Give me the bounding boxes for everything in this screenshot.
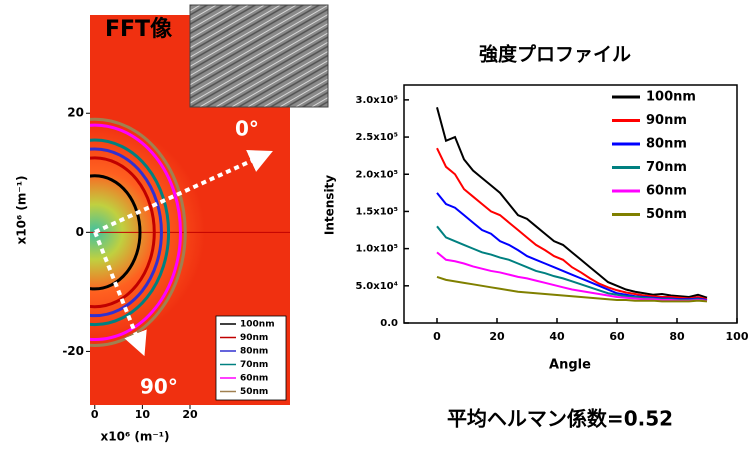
line xyxy=(436,107,708,299)
y-tick-label: 20 xyxy=(67,106,84,120)
y-tick-label: 1.5x10⁵ xyxy=(356,206,398,217)
legend-label: 70nm xyxy=(646,160,687,175)
legend-label: 50nm xyxy=(240,387,268,397)
x-tick-label: 80 xyxy=(669,330,685,343)
arrow-0deg xyxy=(94,150,273,234)
y-axis-label: Intensity xyxy=(323,175,337,235)
chart-title: 強度プロファイル xyxy=(479,43,631,66)
hermans-note: 平均ヘルマン係数=0.52 xyxy=(447,407,673,431)
x-tick-label: 20 xyxy=(489,330,505,343)
legend-label: 100nm xyxy=(646,90,696,105)
y-tick-label: 0.0 xyxy=(380,318,398,329)
x-tick-label: 10 xyxy=(135,408,151,421)
x-axis-label: x10⁶ (m⁻¹) xyxy=(101,430,170,444)
legend-label: 80nm xyxy=(240,347,268,357)
ring xyxy=(90,174,142,291)
x-tick-label: 60 xyxy=(609,330,625,343)
legend-label: 70nm xyxy=(240,360,268,370)
legend-label: 100nm xyxy=(240,320,275,330)
y-tick-label: -20 xyxy=(62,344,84,358)
x-tick-label: 40 xyxy=(549,330,565,343)
legend-label: 60nm xyxy=(240,374,268,384)
x-tick-label: 0 xyxy=(433,330,441,343)
y-tick-label: 2.5x10⁵ xyxy=(356,132,398,143)
plot-frame xyxy=(403,84,738,324)
angle-label: 90° xyxy=(140,375,178,399)
sem-inset xyxy=(189,4,329,108)
ring xyxy=(90,123,182,341)
line xyxy=(436,147,708,301)
y-tick-label: 3.0x10⁵ xyxy=(356,95,398,106)
legend-label: 50nm xyxy=(646,207,687,222)
ring xyxy=(90,117,187,347)
angle-label: 0° xyxy=(235,117,259,141)
x-axis-label: Angle xyxy=(549,358,591,373)
y-tick-label: 1.0x10⁵ xyxy=(356,244,398,255)
y-tick-label: 5.0x10⁴ xyxy=(356,281,398,292)
y-axis-label: x10⁶ (m⁻¹) xyxy=(15,176,29,245)
fft-title: FFT像 xyxy=(105,16,173,42)
line xyxy=(436,275,708,303)
y-tick-label: 2.0x10⁵ xyxy=(356,169,398,180)
line xyxy=(436,251,708,302)
legend-label: 80nm xyxy=(646,137,687,152)
legend-box xyxy=(215,315,287,401)
x-tick-label: 100 xyxy=(726,330,749,343)
ring xyxy=(90,147,163,318)
legend-label: 90nm xyxy=(646,113,687,128)
y-tick-label: 0 xyxy=(76,225,84,239)
ring xyxy=(90,156,156,309)
ring xyxy=(90,138,171,327)
legend-label: 90nm xyxy=(240,333,268,343)
legend-label: 60nm xyxy=(646,184,687,199)
x-tick-label: 20 xyxy=(182,408,198,421)
arrow-90deg xyxy=(93,231,147,357)
x-tick-label: 0 xyxy=(91,408,99,421)
